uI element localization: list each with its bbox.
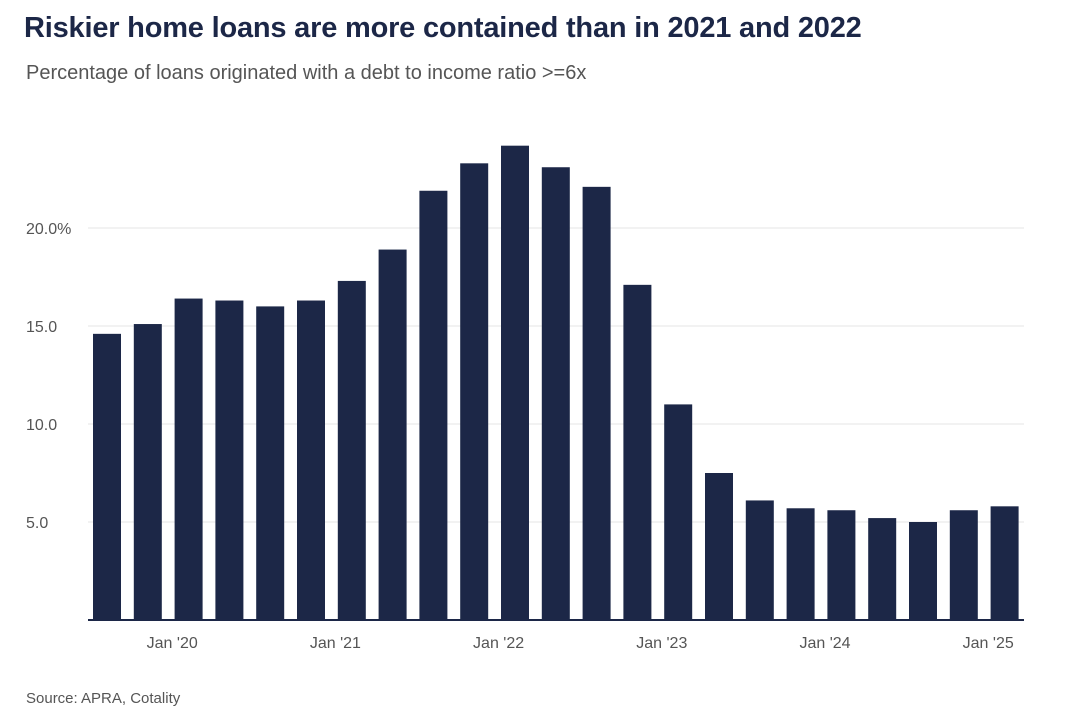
bar (215, 300, 244, 620)
bar (501, 145, 529, 620)
bar (664, 404, 693, 620)
axes: 5.0 10.0 15.0 20.0% Jan '20 Jan '21 Jan '22 Jan… (26, 221, 1024, 652)
bar (256, 306, 285, 620)
bar (337, 280, 366, 620)
x-tick-label: Jan '23 (636, 635, 687, 652)
bar (745, 500, 774, 620)
x-tick-label: Jan '22 (473, 635, 524, 652)
bar (705, 473, 733, 620)
bar (174, 298, 203, 620)
bar (133, 324, 162, 620)
bar (949, 510, 978, 620)
bar (378, 249, 407, 620)
bar (990, 506, 1019, 620)
x-tick-label: Jan '20 (147, 635, 198, 652)
bar (582, 186, 611, 620)
bars (93, 145, 1019, 621)
bar (868, 518, 897, 620)
y-tick-label: 15.0 (26, 319, 57, 336)
y-tick-label: 5.0 (26, 515, 48, 532)
chart-subtitle: Percentage of loans originated with a de… (26, 62, 587, 84)
bar (419, 190, 448, 620)
y-tick-label: 20.0% (26, 221, 71, 238)
y-tick-label: 10.0 (26, 417, 57, 434)
bar (623, 284, 652, 620)
bar (909, 522, 937, 620)
source-note: Source: APRA, Cotality (26, 690, 181, 707)
x-tick-label: Jan '25 (963, 635, 1014, 652)
bar (460, 163, 489, 620)
bar (541, 167, 570, 621)
bar (786, 508, 815, 620)
x-tick-label: Jan '24 (799, 635, 850, 652)
x-tick-label: Jan '21 (310, 635, 361, 652)
bar (297, 300, 325, 620)
bar (93, 333, 121, 620)
chart-title: Riskier home loans are more contained th… (24, 12, 862, 44)
bar (827, 510, 856, 620)
